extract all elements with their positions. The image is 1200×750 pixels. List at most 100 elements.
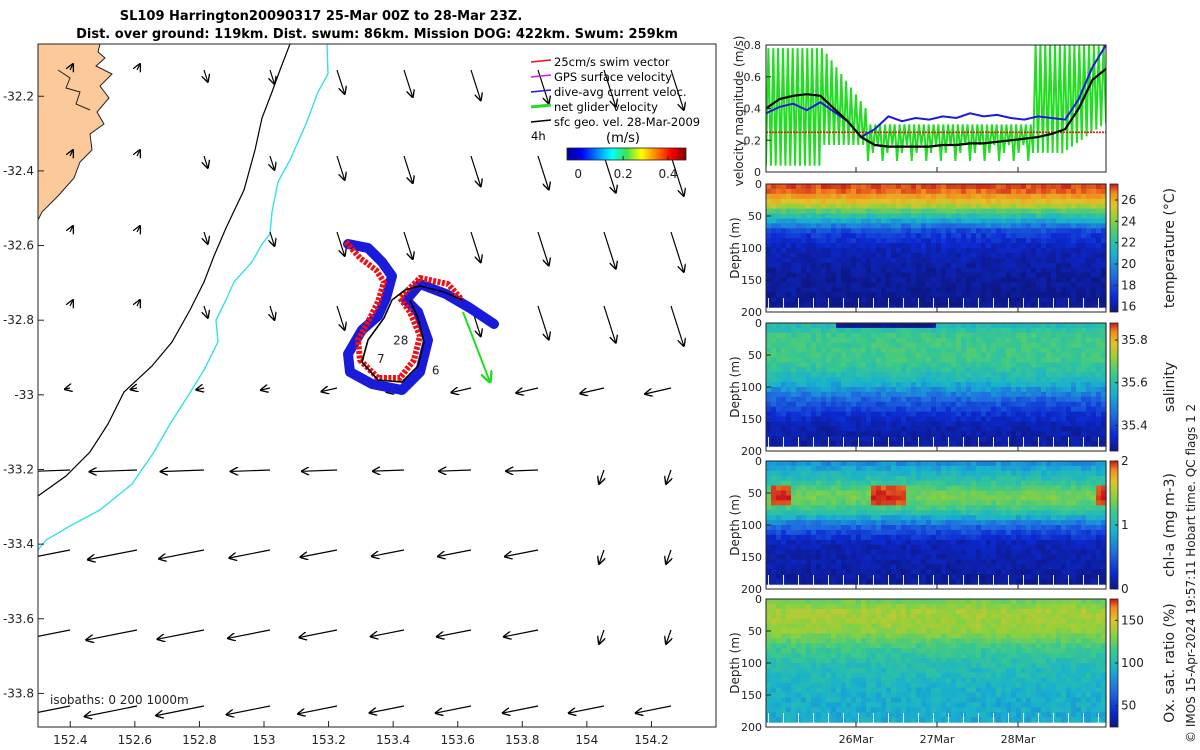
- section-cell: [901, 372, 907, 378]
- section-cell: [946, 198, 952, 205]
- section-cell: [866, 510, 872, 516]
- section-cell: [941, 282, 947, 288]
- section-cell: [1061, 277, 1067, 283]
- section-cell: [846, 377, 852, 383]
- section-cell: [871, 520, 877, 526]
- section-cell: [936, 520, 942, 526]
- section-cell: [801, 485, 807, 492]
- section-cell: [841, 525, 847, 531]
- section-cell: [831, 213, 837, 219]
- section-cell: [856, 208, 862, 215]
- section-cell: [1056, 218, 1062, 224]
- section-cell: [956, 525, 962, 531]
- section-cell: [851, 539, 857, 546]
- vector-arrow: [503, 705, 539, 713]
- section-cell: [806, 372, 812, 378]
- section-cell: [946, 372, 952, 378]
- section-cell: [811, 426, 817, 432]
- section-cell: [936, 213, 942, 219]
- section-cell: [946, 267, 952, 274]
- section-cell: [1076, 372, 1082, 378]
- section-cell: [1016, 238, 1022, 244]
- section-cell: [851, 431, 857, 437]
- section-cell: [961, 337, 967, 344]
- section-cell: [1001, 520, 1007, 526]
- section-cell: [981, 544, 987, 551]
- section-cell: [911, 539, 917, 546]
- section-cell: [1006, 544, 1012, 551]
- section-cell: [1091, 411, 1097, 418]
- section-cell: [1101, 302, 1107, 308]
- section-cell: [851, 218, 857, 224]
- section-cell: [981, 554, 987, 560]
- section-cell: [891, 228, 897, 234]
- section-cell: [1071, 401, 1077, 408]
- section-cell: [956, 554, 962, 560]
- section-cell: [831, 357, 837, 363]
- section-cell: [996, 485, 1002, 492]
- section-cell: [1061, 372, 1067, 378]
- section-cell: [1096, 337, 1102, 344]
- section-cell: [856, 203, 862, 210]
- section-cell: [781, 184, 787, 190]
- section-cell: [996, 352, 1002, 358]
- section-cell: [871, 357, 877, 363]
- section-cell: [1051, 262, 1057, 269]
- section-cell: [806, 347, 812, 354]
- section-cell: [981, 534, 987, 541]
- section-cell: [991, 475, 997, 482]
- section-cell: [981, 272, 987, 279]
- section-cell: [876, 574, 882, 580]
- section-cell: [921, 337, 927, 344]
- section-cell: [766, 495, 772, 501]
- section-cell: [886, 490, 892, 496]
- section-cell: [956, 243, 962, 249]
- section-cell: [936, 406, 942, 413]
- section-cell: [781, 218, 787, 224]
- section-cell: [1051, 272, 1057, 279]
- section-cell: [771, 436, 777, 442]
- section-cell: [1086, 327, 1092, 334]
- section-cell: [1066, 282, 1072, 288]
- section-cell: [796, 396, 802, 403]
- section-cell: [766, 500, 772, 506]
- section-cell: [801, 579, 807, 585]
- section-cell: [781, 495, 787, 501]
- section-cell: [1101, 426, 1107, 432]
- section-cell: [821, 426, 827, 432]
- section-cell: [1011, 515, 1017, 521]
- section-cell: [1086, 357, 1092, 363]
- section-cell: [876, 282, 882, 288]
- section-cell: [846, 559, 852, 565]
- vector-arrow: [38, 705, 71, 714]
- section-cell: [926, 436, 932, 442]
- section-cell: [896, 252, 902, 259]
- vector-arrow: [321, 388, 338, 392]
- section-cell: [966, 357, 972, 363]
- section-cell: [921, 431, 927, 437]
- section-cell: [996, 238, 1002, 244]
- section-cell: [896, 387, 902, 393]
- section-cell: [776, 564, 782, 570]
- vector-arrow: [158, 629, 205, 639]
- section-cell: [806, 559, 812, 565]
- section-cell: [861, 579, 867, 585]
- section-cell: [871, 416, 877, 422]
- section-cell: [791, 554, 797, 560]
- section-cell: [861, 223, 867, 229]
- section-cell: [921, 426, 927, 432]
- section-cell: [861, 534, 867, 541]
- section-cell: [1046, 277, 1052, 283]
- section-cell: [841, 372, 847, 378]
- section-cell: [786, 243, 792, 249]
- section-cell: [1086, 362, 1092, 368]
- section-cell: [936, 436, 942, 442]
- map-frame: [37, 43, 717, 728]
- section-cell: [886, 208, 892, 215]
- section-cell: [846, 421, 852, 427]
- section-cell: [921, 539, 927, 546]
- section-cell: [1026, 401, 1032, 408]
- section-cell: [801, 248, 807, 254]
- section-cell: [931, 272, 937, 279]
- section-cell: [1001, 267, 1007, 274]
